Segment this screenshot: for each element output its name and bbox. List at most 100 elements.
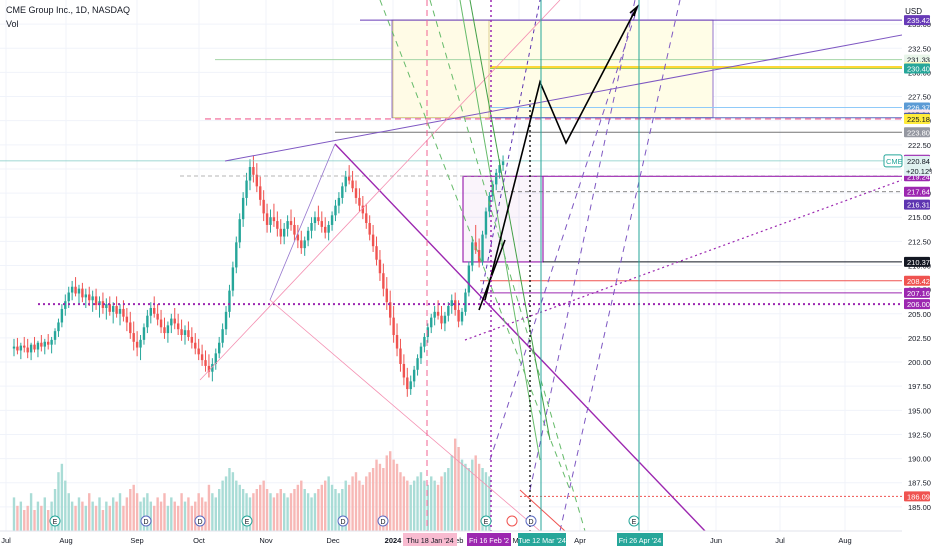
candle-body [265,213,269,225]
volume-bar [450,455,453,531]
volume-bar [310,497,313,531]
currency-label[interactable]: USD [905,7,922,16]
candle-body [327,224,330,233]
volume-bar [19,501,23,531]
violet-dashed-3 [559,0,681,531]
candle [447,302,450,322]
violet-dashed-2 [489,0,641,461]
candle-body [255,174,259,187]
candle [125,307,129,332]
symbol-legend[interactable]: CME Group Inc., 1D, NASDAQ [6,5,131,15]
candle-body [149,307,152,316]
candle [129,311,132,339]
date-label-box [617,533,663,546]
candle [231,261,235,297]
candle-body [235,242,238,268]
candle [426,323,430,343]
candle-body [501,161,505,166]
price-label: 235.42 [904,15,930,26]
volume-bar [88,493,91,531]
volume-bar [204,501,207,531]
drawing-zones [391,19,714,263]
volume-bar [303,489,306,531]
volume-bar [241,489,245,531]
event-marker-circle [337,515,349,527]
candles [12,155,505,397]
green-solid-2 [469,0,551,441]
projection-path [484,6,638,301]
candle [98,296,101,318]
y-tick-label: 192.50 [908,430,931,439]
candle [337,192,341,214]
volume-bar [265,489,269,531]
volume-bar [190,505,194,531]
candle-body [115,306,118,314]
volume-bar [200,497,204,531]
candle-body [84,294,88,298]
candle [111,302,115,324]
volume-bar [392,459,395,531]
green-dashed-1 [429,0,586,531]
candle [81,282,84,303]
candle [33,336,36,353]
x-tick-label: Apr [574,536,586,545]
candle-body [399,348,402,364]
candle-body [361,205,365,214]
volume-bar [153,505,156,531]
candle [29,342,33,361]
candle [228,284,231,318]
y-tick-label: 215.00 [908,213,931,222]
candle [310,217,313,239]
candle-body [375,246,378,260]
volume-legend[interactable]: Vol [6,19,19,29]
price-label: 208.42 [904,275,930,286]
volume-bar [40,505,43,531]
price-label: 220.84 [904,155,930,166]
candle-body [67,292,70,302]
price-label: 210.37 [904,256,930,267]
candle-body [313,217,317,224]
x-tick-label: Dec [326,536,340,545]
candle [248,159,252,191]
event-marker: D [377,515,389,527]
candle [108,296,111,316]
candle-body [12,346,16,349]
candle-body [245,180,248,198]
volume-bar [371,468,375,531]
volume-bar [306,493,310,531]
candle-body [334,205,337,216]
candle-body [94,296,98,306]
candle-body [221,329,224,343]
volume-bar [221,480,224,531]
volume-bar [146,493,149,531]
volume-bar [139,501,142,531]
candle-body [354,188,358,198]
falling-fan-line [269,299,541,531]
price-label-box [904,15,930,26]
volume-bar [389,451,392,531]
candle-body [50,339,53,345]
candle [135,331,139,357]
volume-bar [296,484,300,531]
price-label-text: 217.64 [907,188,930,197]
candle [406,367,409,397]
candle-body [105,304,108,308]
candle-body [180,329,183,336]
y-tick-label: 232.50 [908,44,931,53]
candle-body [60,308,64,323]
price-label-text: 230.40 [907,65,930,74]
candle-body [378,259,382,274]
candle [395,323,399,357]
volume-bar [122,505,125,531]
price-label: 223.80 [904,127,930,138]
candle [347,165,351,185]
candle [132,321,135,351]
candle-body [450,300,453,307]
volume-bar [269,493,272,531]
candle [16,337,19,355]
price-label-text: 207.16 [907,289,930,298]
candle-body [498,165,501,173]
candle [74,277,77,297]
